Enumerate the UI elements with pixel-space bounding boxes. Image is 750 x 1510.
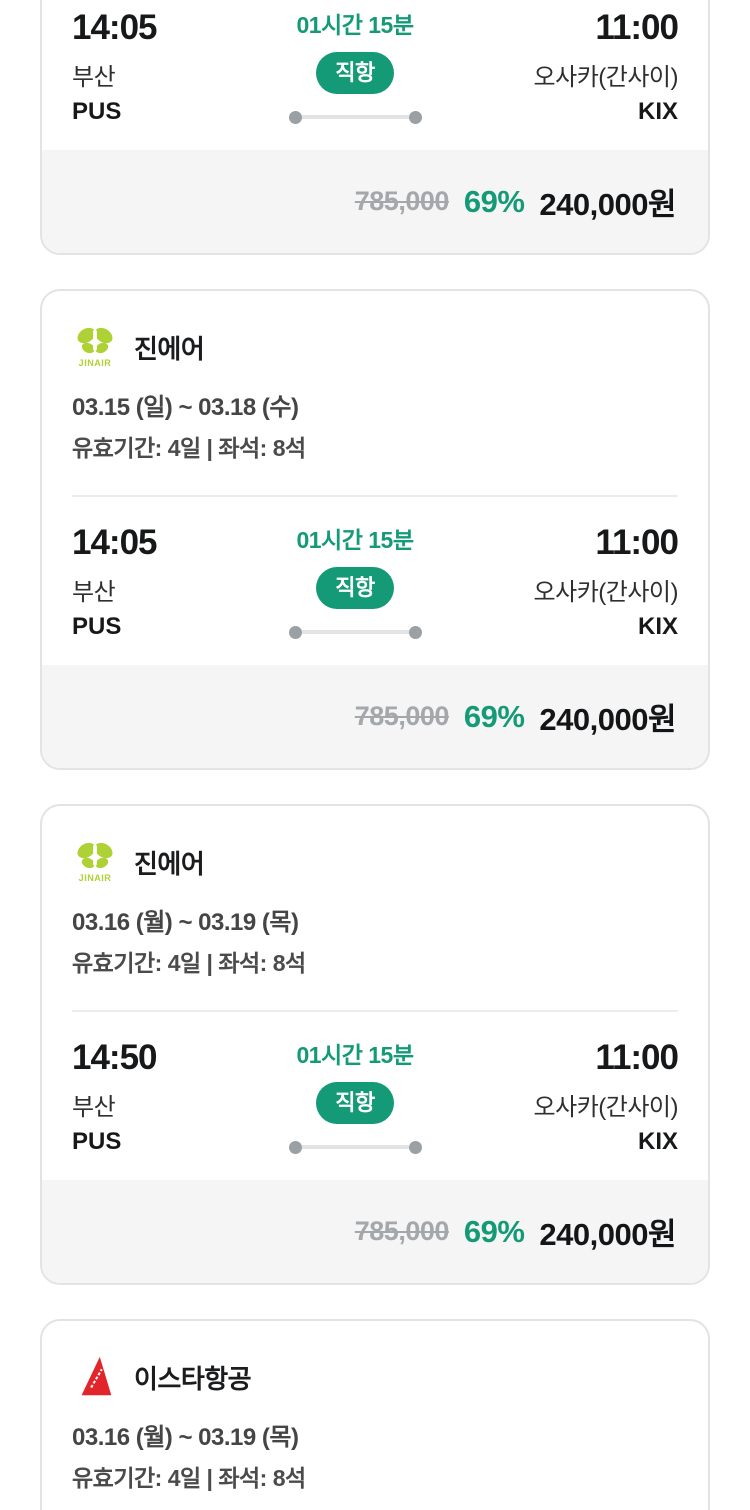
airline-name: 진에어 xyxy=(134,848,205,879)
card-header: JINAIR 진에어 03.15 (일) ~ 03.18 (수) 유효기간: 4… xyxy=(42,291,708,463)
route-line xyxy=(232,1140,478,1154)
price-original: 785,000 xyxy=(354,1216,450,1247)
departure-time: 14:50 xyxy=(72,1038,158,1078)
departure-city: 부산 xyxy=(72,64,116,92)
direct-flight-badge: 직항 xyxy=(316,566,394,609)
price-original: 785,000 xyxy=(354,701,450,732)
price-footer: 785,000 69% 240,000원 xyxy=(42,1180,708,1284)
discount-percent: 69% xyxy=(463,1213,525,1249)
arrival-airport-code: KIX xyxy=(637,612,678,640)
departure-time: 14:05 xyxy=(72,8,158,47)
arrival-airport-code: KIX xyxy=(637,1127,678,1155)
validity-seats: 유효기간: 4일 | 좌석: 8석 xyxy=(72,435,306,462)
arrival-airport-code: KIX xyxy=(637,97,678,125)
arrival-city: 오사카(간사이) xyxy=(533,64,679,92)
route-segment xyxy=(301,115,409,120)
arrival-city: 오사카(간사이) xyxy=(533,579,679,607)
price-original: 785,000 xyxy=(354,186,450,217)
arrival-city: 오사카(간사이) xyxy=(533,1094,679,1122)
departure-time: 14:05 xyxy=(72,523,158,563)
arrival-time: 11:00 xyxy=(595,523,679,563)
trip-dates: 03.16 (월) ~ 03.19 (목) xyxy=(72,1424,299,1452)
arrival-info: 11:00 오사카(간사이) KIX xyxy=(478,8,679,128)
route-dot-icon xyxy=(408,625,422,639)
flight-card[interactable]: JINAIR 진에어 03.16 (월) ~ 03.19 (목) 유효기간: 4… xyxy=(40,804,710,1286)
price-final: 240,000원 xyxy=(539,1217,676,1253)
arrival-info: 11:00 오사카(간사이) KIX xyxy=(478,523,679,643)
flight-duration: 01시간 15분 xyxy=(296,1042,414,1069)
flight-duration: 01시간 15분 xyxy=(296,12,414,38)
route-info: 01시간 15분 직항 xyxy=(232,523,478,639)
divider xyxy=(72,495,678,498)
departure-city: 부산 xyxy=(72,579,116,607)
arrival-time: 11:00 xyxy=(595,1038,679,1078)
direct-flight-badge: 직항 xyxy=(316,1081,394,1124)
validity-seats: 유효기간: 4일 | 좌석: 8석 xyxy=(72,1465,306,1492)
departure-airport-code: PUS xyxy=(72,612,122,640)
flight-duration: 01시간 15분 xyxy=(296,527,414,554)
price-footer: 785,000 69% 240,000원 xyxy=(42,150,708,254)
jinair-logo-icon: JINAIR xyxy=(77,842,113,883)
trip-dates: 03.16 (월) ~ 03.19 (목) xyxy=(72,909,299,937)
departure-info: 14:05 부산 PUS xyxy=(72,523,232,643)
flight-card[interactable]: 14:05 부산 PUS 01시간 15분 직항 11:00 오사카(간사이) … xyxy=(40,0,710,256)
discount-percent: 69% xyxy=(463,183,525,219)
price-final: 240,000원 xyxy=(539,702,676,738)
departure-info: 14:50 부산 PUS xyxy=(72,1038,232,1158)
route-segment xyxy=(301,630,409,635)
svg-text:JINAIR: JINAIR xyxy=(79,358,112,368)
eastar-logo-icon xyxy=(81,1356,112,1396)
flight-summary: 14:50 부산 PUS 01시간 15분 직항 11:00 오사카(간사이) … xyxy=(42,1012,708,1180)
direct-flight-badge: 직항 xyxy=(316,51,394,94)
departure-airport-code: PUS xyxy=(72,1127,122,1155)
route-dot-icon xyxy=(288,625,302,639)
jinair-logo-icon: JINAIR xyxy=(77,327,113,368)
route-dot-icon xyxy=(288,110,302,124)
route-info: 01시간 15분 직항 xyxy=(232,8,478,124)
airline-name: 이스타항공 xyxy=(134,1363,252,1394)
price-footer: 785,000 69% 240,000원 xyxy=(42,665,708,769)
flight-summary: 14:05 부산 PUS 01시간 15분 직항 11:00 오사카(간사이) … xyxy=(42,497,708,665)
card-header: JINAIR 진에어 03.16 (월) ~ 03.19 (목) 유효기간: 4… xyxy=(42,806,708,978)
departure-city: 부산 xyxy=(72,1094,116,1122)
divider xyxy=(72,1010,678,1013)
route-segment xyxy=(301,1145,409,1150)
route-dot-icon xyxy=(408,110,422,124)
discount-percent: 69% xyxy=(463,698,525,734)
departure-airport-code: PUS xyxy=(72,97,122,125)
svg-text:JINAIR: JINAIR xyxy=(79,873,112,883)
flight-summary: 14:05 부산 PUS 01시간 15분 직항 11:00 오사카(간사이) … xyxy=(42,0,708,150)
card-header: 이스타항공 03.16 (월) ~ 03.19 (목) 유효기간: 4일 | 좌… xyxy=(42,1321,708,1493)
price-final: 240,000원 xyxy=(539,187,676,223)
departure-info: 14:05 부산 PUS xyxy=(72,8,232,128)
route-info: 01시간 15분 직항 xyxy=(232,1038,478,1154)
validity-seats: 유효기간: 4일 | 좌석: 8석 xyxy=(72,950,306,977)
route-dot-icon xyxy=(408,1140,422,1154)
route-line xyxy=(232,110,478,124)
flight-card[interactable]: 이스타항공 03.16 (월) ~ 03.19 (목) 유효기간: 4일 | 좌… xyxy=(40,1319,710,1510)
arrival-info: 11:00 오사카(간사이) KIX xyxy=(478,1038,679,1158)
route-line xyxy=(232,625,478,639)
flight-card[interactable]: JINAIR 진에어 03.15 (일) ~ 03.18 (수) 유효기간: 4… xyxy=(40,289,710,771)
airline-name: 진에어 xyxy=(134,333,205,364)
arrival-time: 11:00 xyxy=(595,8,679,47)
trip-dates: 03.15 (일) ~ 03.18 (수) xyxy=(72,394,299,422)
route-dot-icon xyxy=(288,1140,302,1154)
